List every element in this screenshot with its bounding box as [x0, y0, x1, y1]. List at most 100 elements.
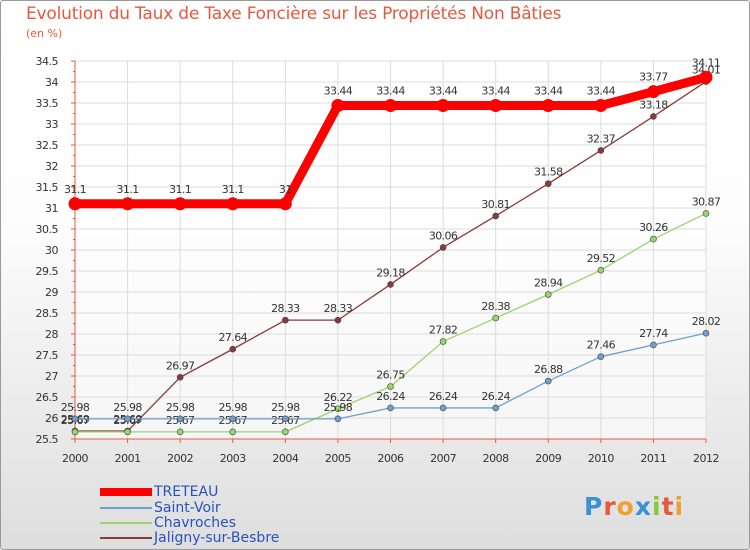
y-tick-label: 30.5: [36, 223, 59, 236]
series-chavroches: 25.6725.6725.6725.6725.6726.2226.7527.82…: [61, 195, 721, 436]
logo-letter: i: [652, 492, 662, 521]
x-tick-label: 2010: [588, 452, 614, 465]
data-label: 31: [279, 183, 292, 196]
data-point: [492, 404, 499, 412]
data-point: [387, 281, 394, 288]
data-label: 30.81: [481, 198, 510, 211]
legend-swatch-chavroches: [100, 522, 152, 524]
data-point: [331, 99, 345, 113]
series-jaligny-sur-besbre: 25.6925.6926.9727.6428.3328.3329.1830.06…: [61, 64, 721, 435]
y-tick-label: 28.5: [36, 307, 59, 320]
series-saint-voir: 25.98 25.98 25.98 25.98 25.98 25.98 26.24 26.24…: [61, 315, 721, 423]
data-label: 28.02: [692, 315, 721, 328]
data-point: [492, 314, 499, 322]
legend-swatch-treteau: [100, 488, 152, 496]
series-treteau: 31.1 31.1 31.1 31.1 31 33.44 33.44 33.44 33.44 33…: [64, 56, 721, 211]
data-point: [68, 197, 82, 211]
x-tick-label: 2012: [693, 452, 719, 465]
data-point: [544, 180, 552, 187]
data-point: [544, 377, 552, 385]
x-tick-label: 2004: [272, 452, 298, 465]
logo-letter: i: [674, 492, 685, 521]
data-point: [229, 345, 237, 353]
data-point: [334, 316, 342, 324]
data-label: 33.44: [587, 85, 616, 98]
data-point: [541, 99, 555, 113]
data-point: [384, 99, 397, 113]
data-label: 26.97: [166, 359, 195, 372]
legend-swatch-jaligny: [100, 537, 152, 539]
x-tick-label: 2006: [378, 452, 404, 465]
y-tick-label: 28: [45, 328, 58, 341]
data-label: 26.75: [376, 369, 405, 382]
data-point: [71, 428, 79, 436]
legend-swatch-saint-voir: [100, 507, 152, 509]
data-point: [650, 113, 657, 120]
data-label: 27.64: [219, 331, 248, 344]
data-point: [334, 405, 342, 413]
logo-letter: t: [661, 492, 675, 521]
legend-item-jaligny: Jaligny-sur-Besbre: [100, 530, 279, 546]
data-label: 33.44: [481, 85, 510, 98]
data-label: 25.98: [166, 401, 195, 414]
data-label: 30.06: [429, 229, 458, 242]
data-point: [597, 147, 605, 154]
x-tick-label: 2011: [640, 452, 666, 465]
data-point: [387, 383, 394, 390]
legend-label-jaligny: Jaligny-sur-Besbre: [154, 530, 280, 546]
data-label: 33.44: [429, 85, 458, 98]
x-tick-label: 2009: [535, 452, 561, 465]
data-label: 31.1: [117, 183, 139, 196]
data-point: [544, 291, 552, 298]
y-tick-label: 33.5: [36, 97, 59, 110]
data-point: [282, 415, 289, 423]
data-label: 27.46: [587, 339, 616, 352]
data-point: [176, 428, 184, 436]
data-label: 31.1: [222, 183, 244, 196]
data-point: [229, 428, 237, 436]
data-point: [124, 428, 131, 436]
data-point: [387, 404, 394, 412]
data-label: 33.18: [639, 98, 668, 111]
data-point: [278, 197, 292, 211]
data-label: 25.98: [219, 401, 248, 414]
data-point: [439, 404, 447, 412]
data-label: 28.33: [271, 302, 300, 315]
logo-letter: x: [634, 492, 652, 521]
y-tick-label: 29: [45, 286, 58, 299]
data-point: [650, 341, 657, 349]
data-point: [699, 70, 713, 84]
logo-letter: o: [616, 492, 635, 521]
data-point: [439, 244, 447, 251]
legend-item-treteau: TRETEAU: [100, 484, 218, 500]
data-label: 33.44: [534, 85, 563, 98]
data-label: 33.77: [639, 71, 668, 84]
legend-label-treteau: TRETEAU: [154, 484, 219, 500]
data-label: 30.87: [692, 195, 721, 208]
x-tick-label: 2007: [430, 452, 456, 465]
data-point: [229, 415, 237, 423]
data-label: 34.11: [692, 56, 721, 69]
y-tick-label: 26.5: [36, 391, 59, 404]
data-point: [702, 210, 710, 217]
y-tick-label: 31: [45, 202, 58, 215]
x-tick-label: 2000: [62, 452, 88, 465]
y-tick-label: 34: [45, 76, 58, 89]
data-label: 33.44: [324, 85, 353, 98]
data-point: [176, 415, 184, 423]
data-label: 26.24: [481, 390, 510, 403]
legend-item-chavroches: Chavroches: [100, 515, 236, 531]
legend-label-chavroches: Chavroches: [154, 515, 237, 531]
x-tick-label: 2001: [115, 452, 141, 465]
y-tick-label: 29.5: [36, 265, 59, 278]
x-tick-label: 2005: [325, 452, 351, 465]
data-label: 25.98: [61, 401, 90, 414]
data-label: 27.74: [639, 327, 668, 340]
data-point: [282, 316, 289, 324]
data-label: 25.98: [324, 401, 353, 414]
data-point: [597, 266, 605, 274]
y-tick-label: 27: [45, 370, 58, 383]
data-point: [594, 99, 608, 113]
data-point: [176, 373, 184, 381]
data-point: [173, 197, 187, 211]
